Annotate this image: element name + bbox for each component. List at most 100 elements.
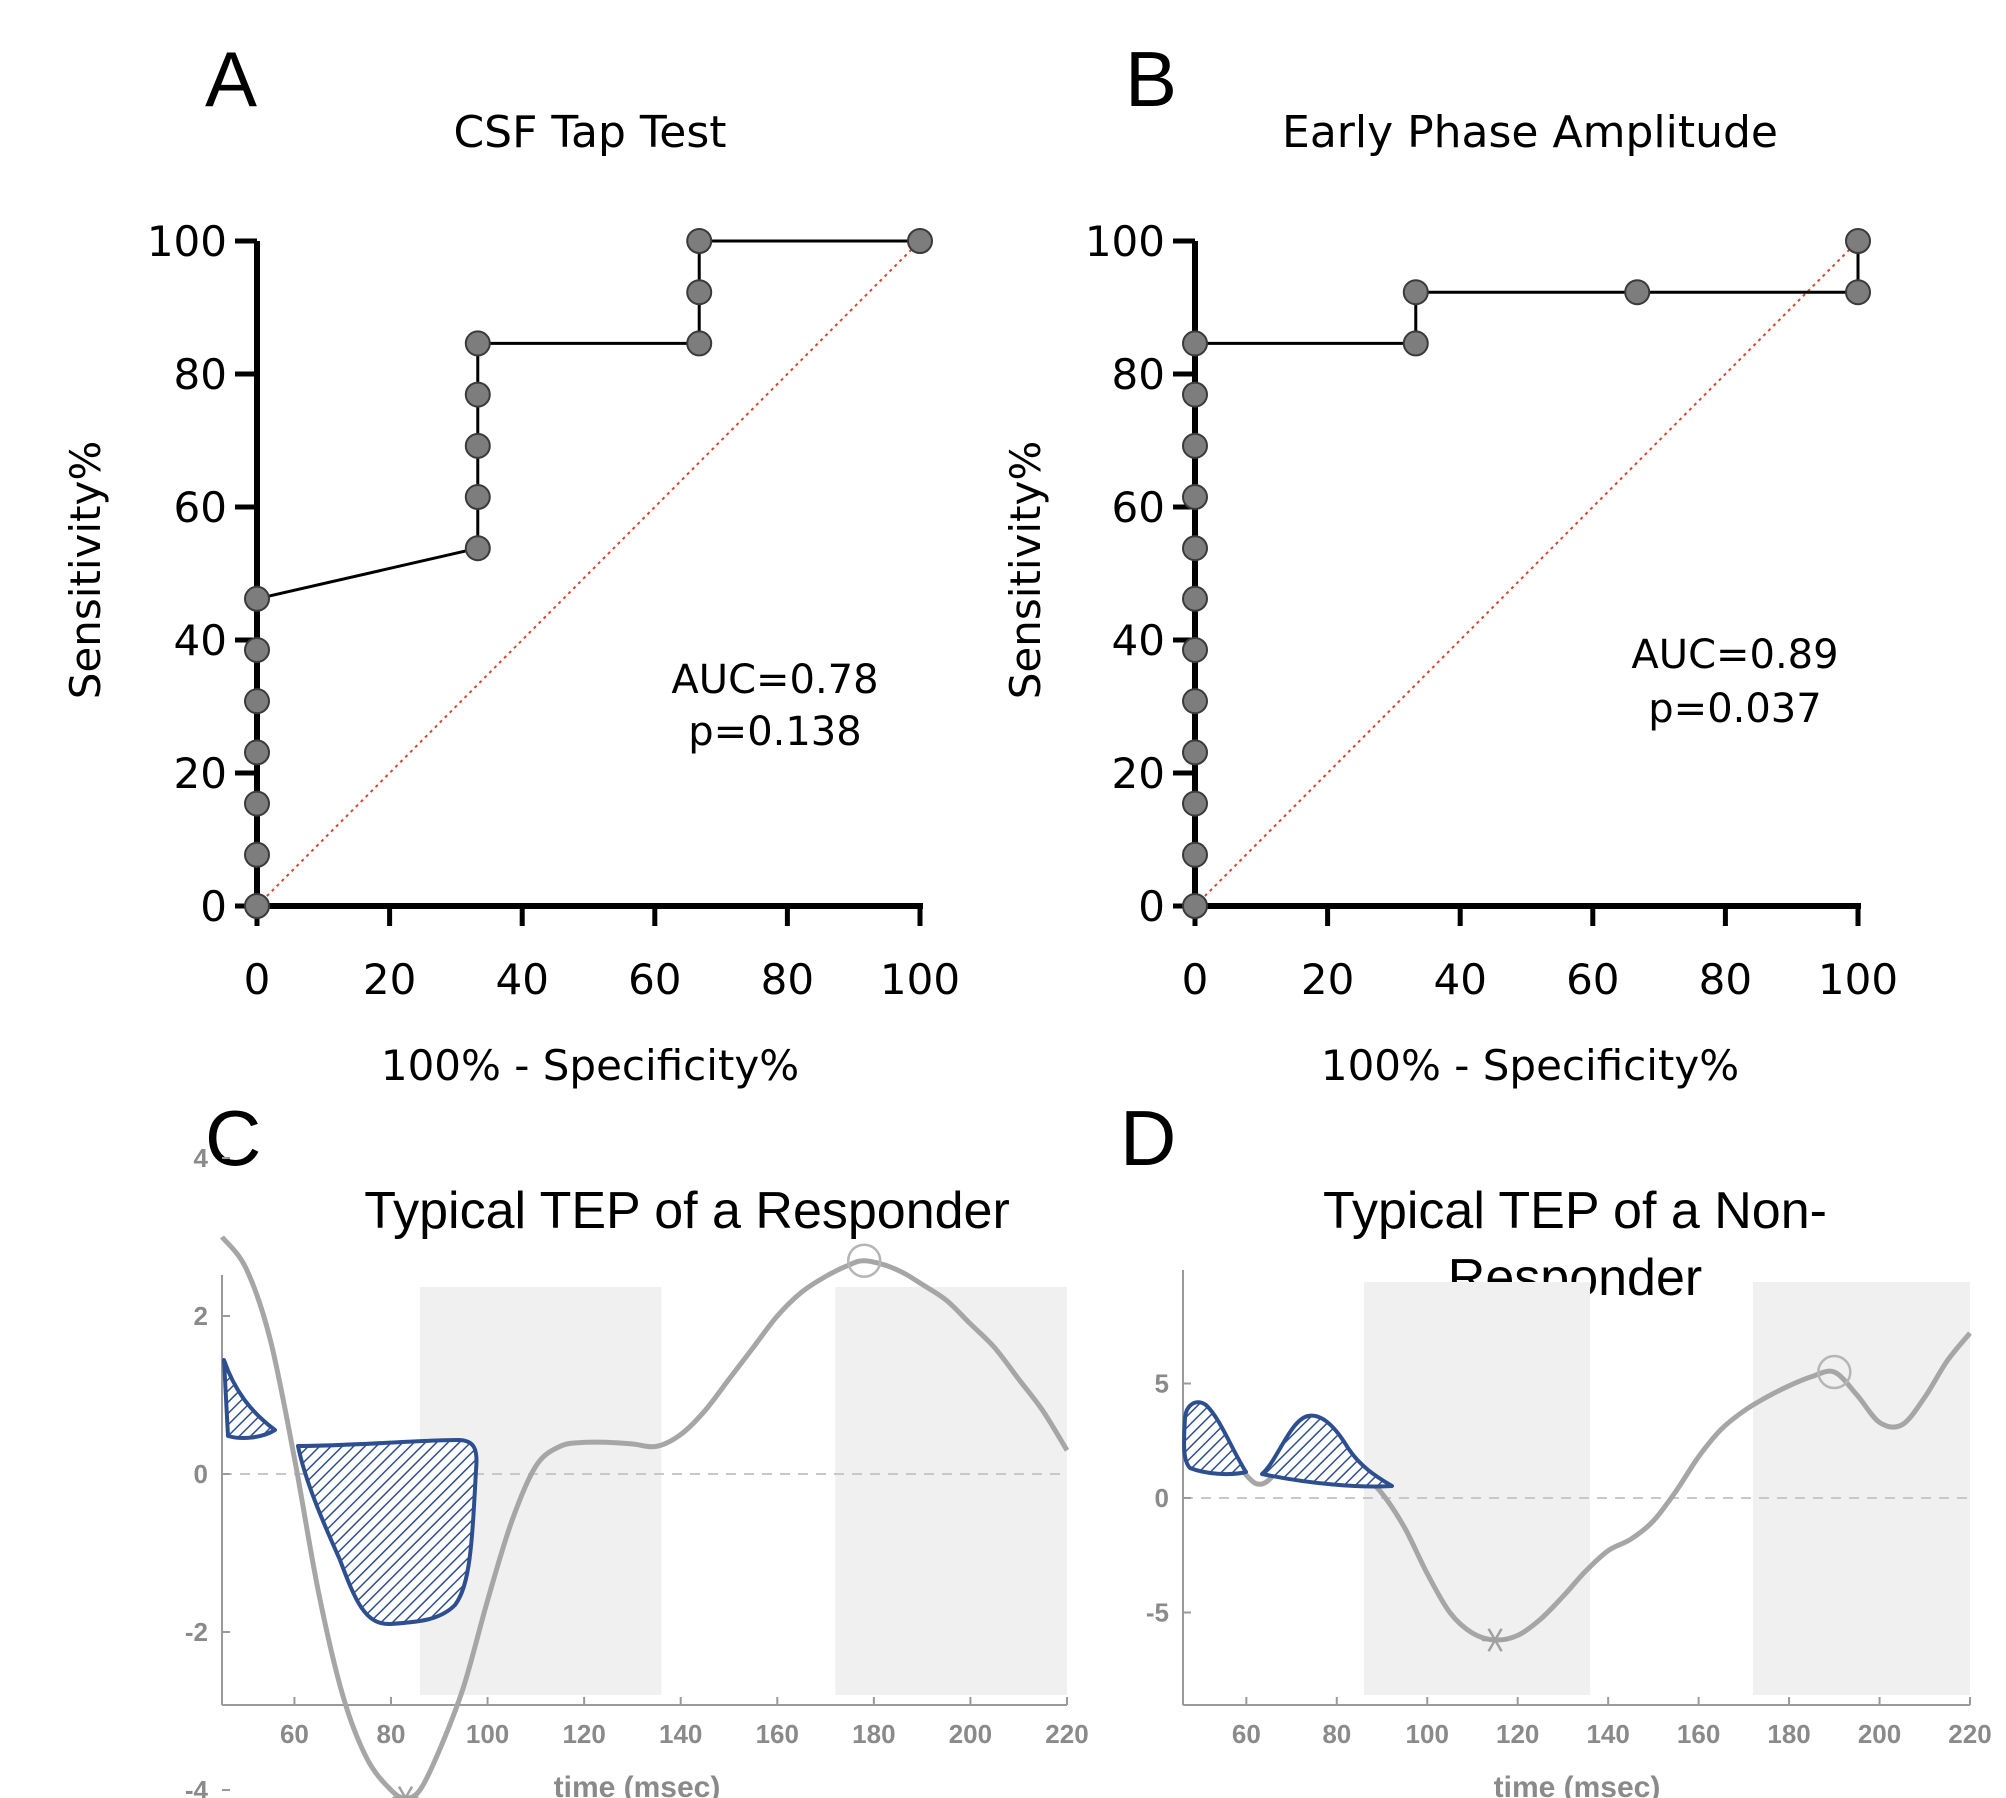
roc-point [1182,484,1208,511]
roc-point [1182,841,1208,868]
analysis-window [835,1287,1067,1695]
roc-point [1845,279,1871,306]
x-tick-label: 160 [1677,1719,1720,1749]
x-tick-label: 0 [244,955,271,1004]
x-tick-label: 200 [949,1719,992,1749]
chart-title: Early Phase Amplitude [1282,107,1778,158]
reference-diagonal [256,240,921,907]
x-axis-label: time (msec) [1494,1771,1661,1798]
p-value-annotation: p=0.138 [688,709,861,755]
x-tick-label: 120 [1496,1719,1539,1749]
x-tick-label: 200 [1858,1719,1901,1749]
analysis-window [1752,1282,1970,1695]
panel-letter-a: A [205,35,257,123]
x-tick-label: 80 [1699,955,1752,1004]
x-tick-label: 20 [363,955,416,1004]
p-value-annotation: p=0.037 [1648,686,1821,732]
tep-chart-d: Typical TEP of a Non- Responder time (ms… [1146,1182,1992,1798]
roc-point [244,893,270,919]
y-tick-label: 20 [1112,749,1165,798]
roc-point [244,739,270,766]
roc-point [1624,279,1651,306]
hatched-region [222,1358,277,1440]
chart-title-line-1: Typical TEP of a Non- [1323,1182,1827,1240]
roc-curve [255,239,920,906]
peak-marker-asterisk [1487,1628,1503,1652]
x-tick-label: 160 [756,1719,799,1749]
peak-marker-circle [1817,1354,1852,1390]
reference-diagonal [1194,240,1859,907]
x-tick-label: 20 [1301,955,1354,1004]
auc-annotation: AUC=0.78 [671,657,878,703]
roc-point [464,330,491,357]
x-tick-label: 120 [562,1719,605,1749]
x-axis-label: 100% - Specificity% [381,1041,799,1090]
x-tick-label: 100 [880,955,960,1004]
y-tick-label: -2 [185,1617,208,1647]
x-tick-label: 100 [466,1719,509,1749]
roc-point [244,585,270,612]
y-tick-label: 80 [1112,350,1165,399]
auc-annotation: AUC=0.89 [1631,632,1838,678]
roc-point [464,535,491,562]
roc-point [1402,279,1429,306]
y-tick-label: -5 [1146,1598,1169,1628]
roc-point [1182,790,1208,817]
peak-marker-circle [846,1243,882,1278]
x-tick-label: 60 [1566,955,1619,1004]
hatched-region [1260,1413,1394,1489]
y-tick-label: -4 [185,1775,209,1798]
y-tick-label: 40 [1112,616,1165,665]
roc-point [464,432,491,459]
y-tick-label: 5 [1155,1369,1169,1399]
x-tick-label: 80 [761,955,814,1004]
y-tick-label: 2 [194,1301,208,1331]
roc-point [244,790,270,817]
x-tick-label: 40 [1433,955,1486,1004]
tep-chart-c: Typical TEP of a Responder time (msec) 6… [185,1143,1089,1798]
roc-point [1182,432,1208,459]
x-tick-label: 180 [852,1719,895,1749]
roc-point [244,688,270,715]
x-tick-label: 0 [1182,955,1209,1004]
y-tick-label: 4 [194,1143,209,1173]
roc-point [244,841,270,868]
roc-point [1182,585,1208,612]
y-tick-label: 100 [1085,217,1165,266]
x-tick-label: 80 [1322,1719,1351,1749]
roc-point [1182,688,1208,715]
roc-point [244,636,270,663]
x-tick-label: 60 [1232,1719,1261,1749]
hatched-region [296,1438,479,1627]
x-axis-label: time (msec) [554,1771,721,1798]
roc-point [686,279,713,306]
x-tick-label: 100 [1818,955,1898,1004]
x-axis-label: 100% - Specificity% [1321,1041,1739,1090]
roc-chart-b: Early Phase Amplitude 100% - Specificity… [1001,107,1898,1090]
panel-letter-d: D [1120,1094,1176,1182]
y-tick-label: 0 [200,882,227,931]
x-tick-label: 100 [1406,1719,1449,1749]
x-tick-label: 60 [628,955,681,1004]
roc-point [1845,228,1871,254]
roc-point [686,228,713,254]
roc-chart-a: CSF Tap Test 100% - Specificity% Sensiti… [61,107,960,1090]
roc-point [1182,636,1208,663]
roc-point [1182,330,1208,357]
x-tick-label: 140 [1586,1719,1629,1749]
roc-point [1182,739,1208,766]
chart-title: Typical TEP of a Responder [364,1182,1010,1240]
y-tick-label: 40 [174,616,227,665]
y-tick-label: 80 [174,350,227,399]
y-tick-label: 0 [1138,882,1165,931]
y-tick-label: 0 [1155,1483,1169,1513]
roc-point [1182,381,1208,408]
panel-letter-c: C [205,1094,261,1182]
roc-point [1182,893,1208,919]
roc-point [1402,330,1429,357]
y-tick-label: 60 [174,483,227,532]
x-tick-label: 220 [1948,1719,1991,1749]
panel-letter-b: B [1125,35,1177,123]
y-tick-label: 100 [147,217,227,266]
